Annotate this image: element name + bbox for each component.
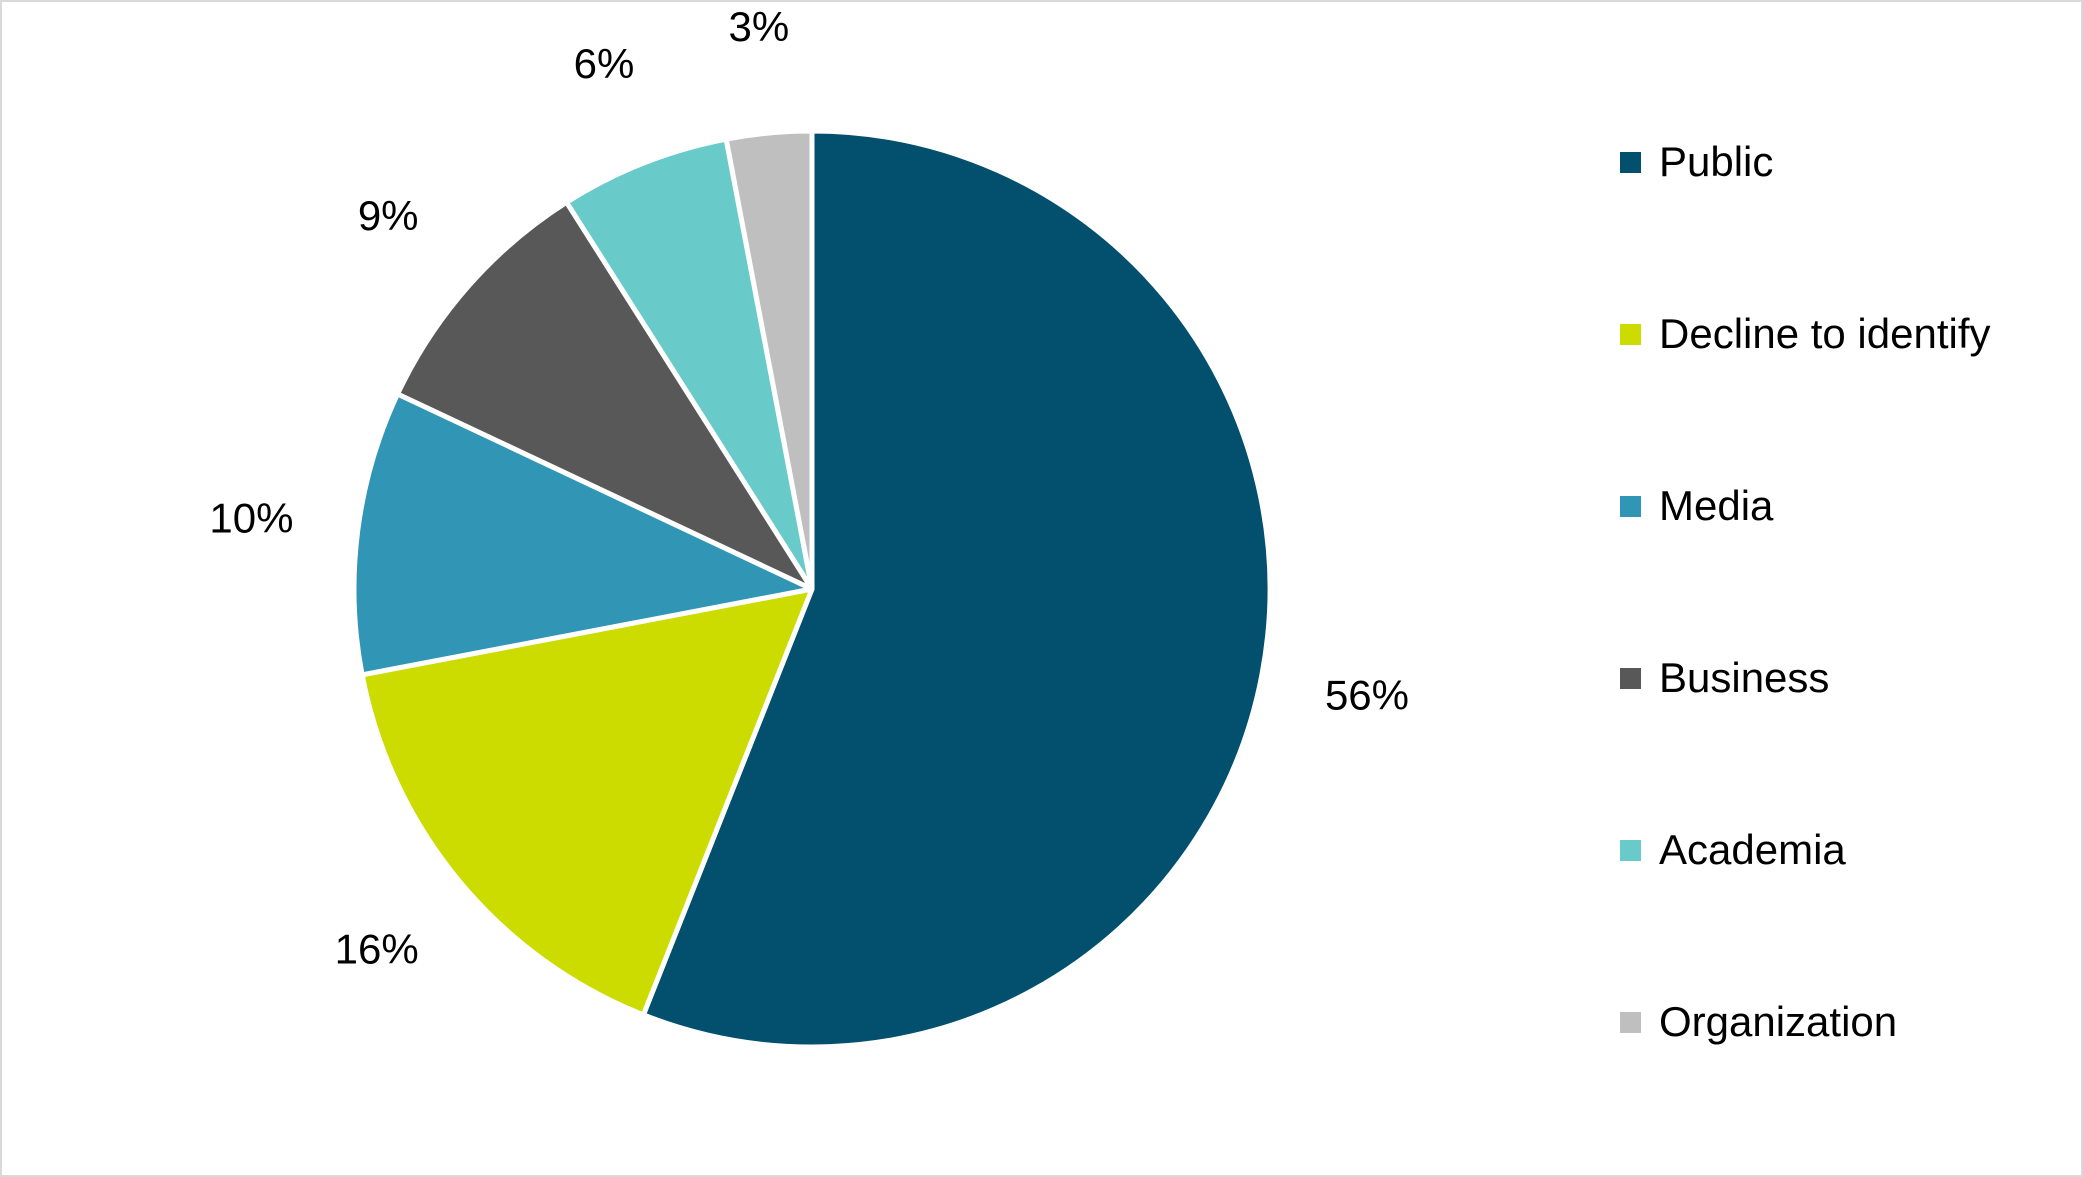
legend-label-organization: Organization	[1659, 998, 1898, 1045]
legend-swatch-academia	[1620, 839, 1641, 861]
data-label-business: 9%	[358, 192, 419, 239]
data-label-public: 56%	[1325, 671, 1409, 718]
pie-slice-decline-to-identify	[359, 586, 815, 1018]
pie-slice-organization	[723, 128, 815, 592]
data-label-academia: 6%	[574, 40, 635, 87]
legend-swatch-decline-to-identify	[1620, 323, 1641, 345]
legend-item-academia: Academia	[1620, 820, 1846, 880]
legend-label-media: Media	[1659, 482, 1774, 529]
legend-swatch-organization	[1620, 1011, 1641, 1033]
legend-label-public: Public	[1659, 138, 1774, 185]
data-label-decline-to-identify: 16%	[335, 926, 419, 973]
pie-slice-media	[351, 391, 815, 678]
pie-slice-business	[395, 199, 815, 592]
legend-item-media: Media	[1620, 476, 1773, 536]
data-label-media: 10%	[209, 495, 293, 542]
legend-item-organization: Organization	[1620, 992, 1897, 1052]
data-label-organization: 3%	[728, 3, 789, 50]
pie-slice-public	[640, 128, 1273, 1050]
legend-item-business: Business	[1620, 648, 1829, 708]
pie-slices	[351, 128, 1273, 1050]
pie-slice-academia	[564, 136, 815, 592]
pie-data-labels: 56% 16% 10% 9% 6% 3%	[209, 3, 1409, 973]
legend-swatch-public	[1620, 151, 1641, 173]
legend-item-public: Public	[1620, 132, 1773, 192]
legend-label-academia: Academia	[1659, 826, 1846, 873]
legend-label-business: Business	[1659, 654, 1830, 701]
legend-swatch-media	[1620, 495, 1641, 517]
legend-item-decline-to-identify: Decline to identify	[1620, 304, 1991, 364]
legend-label-decline-to-identify: Decline to identify	[1659, 310, 1991, 357]
legend-swatch-business	[1620, 667, 1641, 689]
